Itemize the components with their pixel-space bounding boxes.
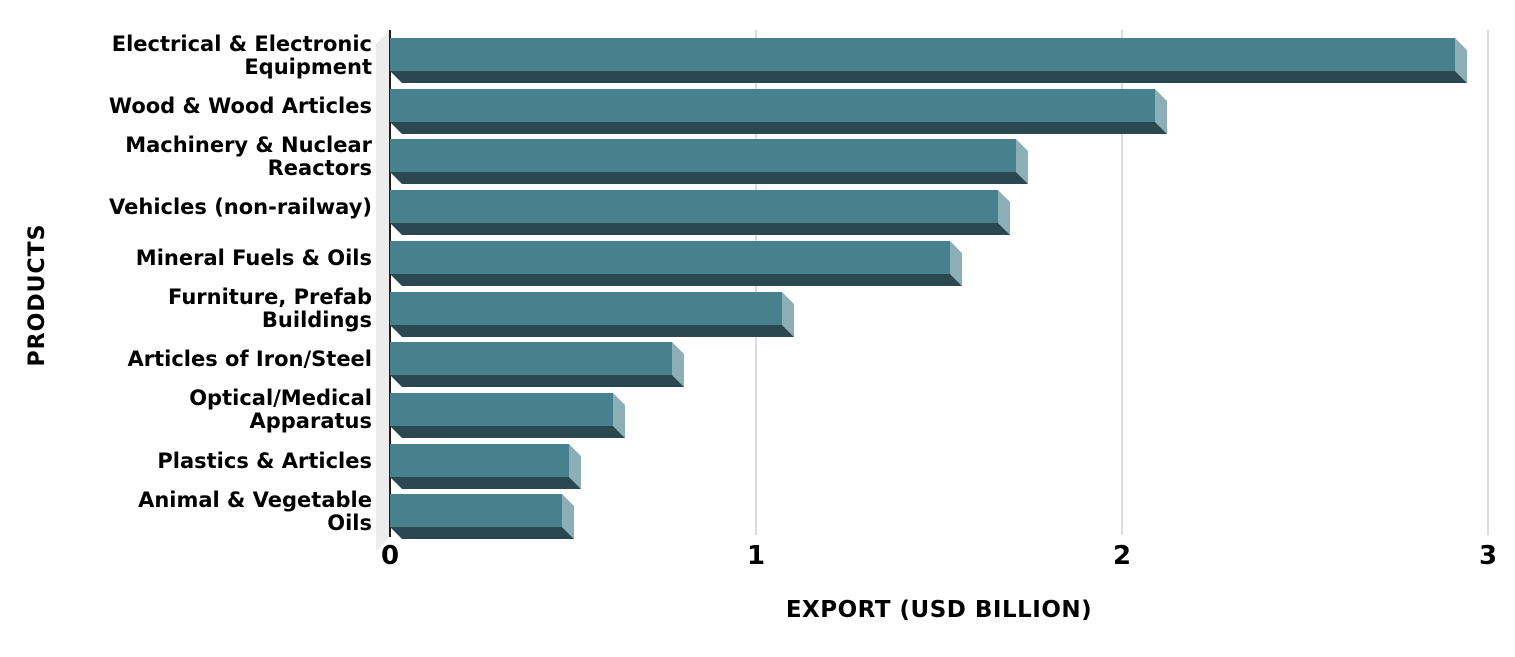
category-label-line: Reactors — [267, 155, 372, 180]
category-label-4: Mineral Fuels & Oils — [0, 234, 372, 283]
bar-face — [390, 392, 613, 426]
bar-bottom-bevel — [390, 273, 962, 286]
bar-bottom-bevel — [390, 172, 1028, 185]
bar-1 — [390, 88, 1167, 134]
bar-side-bevel — [562, 494, 574, 540]
y-axis-line — [389, 30, 391, 537]
bar-bottom-bevel — [390, 324, 794, 337]
bar-9 — [390, 494, 574, 540]
bar-face — [390, 38, 1455, 71]
category-label-line: Vehicles (non-railway) — [109, 195, 372, 220]
bar-4 — [390, 240, 962, 286]
bar-bottom-bevel — [390, 223, 1010, 236]
category-label-2: Machinery & Nuclear Reactors — [0, 132, 372, 181]
bar-face — [390, 139, 1016, 173]
category-label-line: Electrical & Electronic — [111, 31, 372, 56]
category-label-0: Electrical & Electronic Equipment — [0, 31, 372, 80]
bar-bottom-bevel — [390, 527, 574, 540]
x-tick-label-0: 0 — [380, 541, 400, 571]
category-label-line: Oils — [327, 510, 372, 535]
category-label-line: Apparatus — [249, 409, 372, 434]
x-axis-title: EXPORT (USD BILLION) — [785, 597, 1093, 623]
bar-face — [390, 494, 562, 528]
category-label-line: Furniture, Prefab — [168, 285, 372, 309]
category-label-line: Wood & Wood Articles — [108, 93, 372, 118]
category-label-line: Articles of Iron/Steel — [127, 347, 372, 372]
plot-area — [376, 30, 1500, 551]
category-label-5: Furniture, Prefab Buildings — [0, 285, 372, 334]
bar-bottom-bevel — [390, 121, 1167, 134]
category-label-line: Optical/Medical — [189, 386, 372, 411]
bar-face — [390, 443, 569, 477]
category-label-7: Optical/Medical Apparatus — [0, 386, 372, 435]
bar-7 — [390, 392, 625, 438]
bar-side-bevel — [613, 392, 625, 438]
x-tick-label-1: 1 — [746, 541, 766, 571]
bar-side-bevel — [1455, 38, 1467, 83]
category-label-6: Articles of Iron/Steel — [0, 335, 372, 384]
bar-side-bevel — [569, 443, 581, 489]
bar-bottom-bevel — [390, 476, 581, 489]
bar-face — [390, 291, 782, 325]
category-label-line: Buildings — [261, 308, 372, 332]
bar-bottom-bevel — [390, 425, 625, 438]
axis-wall-3d — [376, 30, 390, 551]
category-label-line: Animal & Vegetable — [138, 487, 372, 512]
bar-side-bevel — [950, 240, 962, 286]
category-label-3: Vehicles (non-railway) — [0, 183, 372, 232]
gridline-x2 — [1121, 30, 1123, 535]
bar-3 — [390, 190, 1010, 236]
bar-face — [390, 190, 998, 224]
bar-6 — [390, 342, 684, 388]
category-label-line: Plastics & Articles — [157, 448, 372, 473]
bar-8 — [390, 443, 581, 489]
category-label-line: Machinery & Nuclear — [125, 132, 372, 157]
gridline-x3 — [1487, 30, 1489, 535]
bar-face — [390, 240, 950, 274]
bar-bottom-bevel — [390, 71, 1467, 83]
bar-side-bevel — [1155, 88, 1167, 134]
bar-2 — [390, 139, 1028, 185]
bar-0 — [390, 38, 1467, 83]
bar-side-bevel — [1016, 139, 1028, 185]
category-labels: Electrical & Electronic Equipment Wood & W… — [0, 0, 372, 657]
x-tick-label-2: 2 — [1112, 541, 1132, 571]
bar-5 — [390, 291, 794, 337]
category-label-line: Mineral Fuels & Oils — [135, 245, 372, 270]
bar-face — [390, 342, 672, 376]
category-label-9: Animal & Vegetable Oils — [0, 487, 372, 536]
bar-face — [390, 88, 1155, 122]
bar-side-bevel — [998, 190, 1010, 236]
category-label-line: Equipment — [244, 54, 372, 79]
bar-side-bevel — [782, 291, 794, 337]
category-label-1: Wood & Wood Articles — [0, 82, 372, 131]
x-tick-label-3: 3 — [1478, 541, 1498, 571]
bar-side-bevel — [672, 342, 684, 388]
bar-bottom-bevel — [390, 375, 684, 388]
category-label-8: Plastics & Articles — [0, 437, 372, 486]
